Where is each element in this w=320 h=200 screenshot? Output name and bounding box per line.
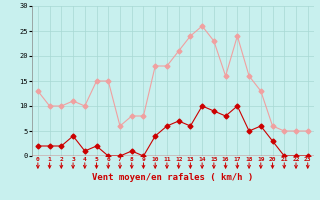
X-axis label: Vent moyen/en rafales ( km/h ): Vent moyen/en rafales ( km/h ) xyxy=(92,174,253,182)
